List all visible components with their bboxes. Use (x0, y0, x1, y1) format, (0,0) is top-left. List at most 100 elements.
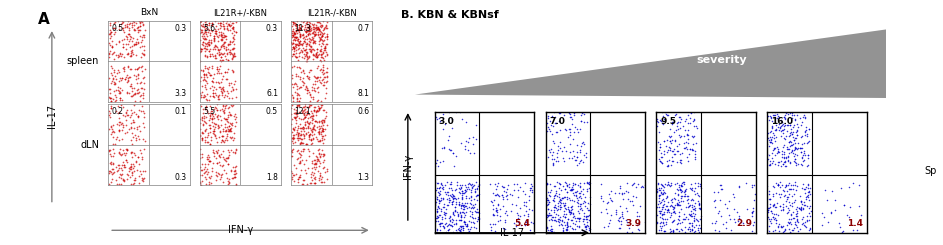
Point (124, 155, 140, 159)
Point (121, 173, 136, 177)
Point (194, 24, 209, 28)
Point (289, 35, 304, 39)
Point (290, 92, 306, 96)
Point (539, 181, 554, 185)
Point (109, 135, 124, 139)
Point (466, 225, 481, 229)
Point (668, 191, 683, 195)
Point (659, 150, 674, 154)
Point (471, 217, 486, 221)
Point (286, 31, 301, 35)
Point (774, 208, 789, 212)
Point (130, 114, 145, 118)
Point (782, 187, 797, 191)
Point (219, 138, 234, 142)
Point (288, 140, 303, 144)
Point (224, 31, 240, 35)
Point (455, 205, 471, 208)
Point (218, 40, 233, 44)
Point (317, 49, 332, 52)
Point (561, 196, 576, 200)
Point (656, 199, 671, 203)
Point (549, 130, 564, 134)
Point (111, 40, 126, 44)
Point (768, 228, 783, 232)
Point (559, 220, 574, 224)
Point (452, 228, 467, 232)
Point (290, 58, 306, 62)
Point (216, 155, 231, 159)
Point (306, 23, 321, 27)
Point (464, 206, 479, 209)
Point (441, 186, 456, 190)
Point (113, 120, 128, 124)
Point (666, 130, 681, 134)
Point (490, 219, 505, 223)
Point (493, 214, 508, 218)
Point (194, 136, 209, 140)
Point (457, 213, 472, 217)
Point (438, 192, 454, 196)
Point (625, 182, 640, 186)
Point (564, 208, 579, 211)
Point (212, 114, 227, 118)
Point (711, 190, 726, 194)
Point (557, 187, 572, 191)
Point (292, 96, 307, 100)
Point (580, 220, 595, 224)
Point (195, 90, 210, 94)
Point (789, 211, 804, 215)
Point (122, 32, 137, 36)
Point (289, 121, 304, 125)
Point (675, 124, 690, 128)
Point (117, 153, 132, 157)
Point (545, 219, 560, 222)
Point (438, 190, 453, 194)
Point (205, 131, 220, 135)
Point (196, 131, 211, 135)
Point (303, 137, 318, 141)
Point (313, 80, 328, 84)
Point (213, 140, 228, 144)
Point (295, 69, 310, 73)
Point (305, 31, 320, 35)
Point (673, 183, 688, 187)
Point (539, 215, 554, 219)
Point (225, 88, 240, 92)
Point (286, 137, 301, 141)
Point (544, 157, 559, 161)
Point (196, 37, 211, 41)
Point (654, 183, 670, 186)
Point (562, 210, 577, 214)
Point (290, 124, 306, 128)
Point (194, 138, 209, 142)
Point (207, 134, 223, 138)
Point (285, 65, 300, 69)
Point (302, 154, 317, 158)
Point (299, 131, 314, 135)
Point (666, 219, 681, 222)
Point (510, 195, 525, 199)
Point (776, 144, 791, 147)
Point (485, 200, 500, 204)
Point (200, 98, 215, 102)
Point (221, 129, 236, 133)
Point (311, 127, 326, 131)
Point (611, 216, 626, 220)
Point (777, 155, 792, 159)
Point (206, 47, 221, 51)
Point (204, 135, 219, 139)
Point (298, 142, 313, 146)
Point (291, 27, 306, 31)
Point (658, 204, 673, 208)
Point (784, 150, 799, 154)
Point (227, 54, 242, 58)
Point (219, 125, 234, 129)
Point (215, 172, 230, 176)
Point (778, 164, 793, 168)
Point (488, 193, 504, 197)
Point (224, 47, 240, 51)
Point (301, 166, 316, 170)
Point (196, 72, 211, 76)
Point (781, 183, 796, 186)
